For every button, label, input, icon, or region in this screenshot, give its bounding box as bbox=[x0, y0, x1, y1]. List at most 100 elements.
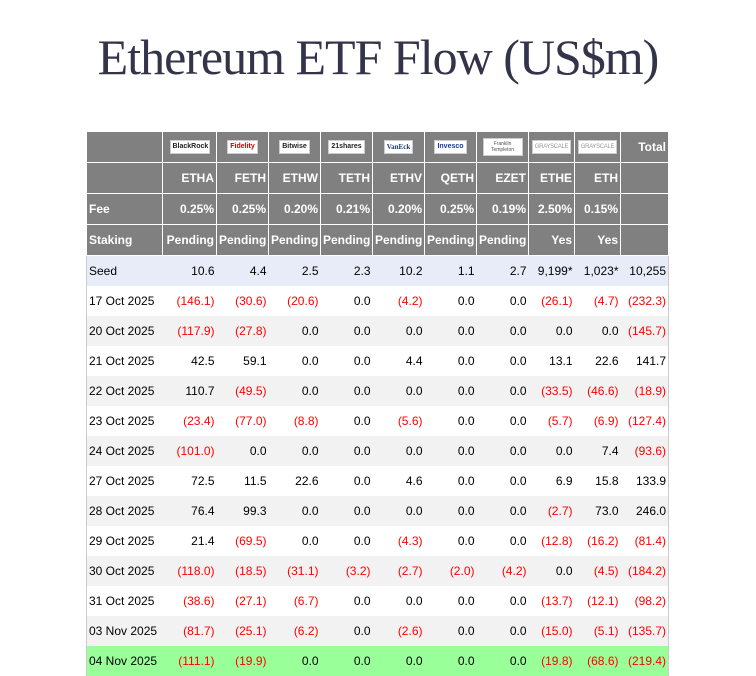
ticker-header: ETHA bbox=[162, 162, 217, 194]
flow-cell: 0.0 bbox=[424, 436, 477, 466]
seed-value: 2.7 bbox=[476, 255, 529, 286]
seed-value: 10.2 bbox=[372, 255, 425, 286]
flow-cell: 7.4 bbox=[574, 436, 621, 466]
flow-cell: (2.7) bbox=[372, 556, 425, 586]
flow-cell: 0.0 bbox=[372, 496, 425, 526]
flow-cell: 0.0 bbox=[457, 474, 475, 488]
issuer-logo: Invesco bbox=[434, 140, 467, 155]
flow-cell: (33.5) bbox=[528, 376, 575, 406]
logo-cell: VanEck bbox=[372, 131, 425, 163]
total-cell: (98.2) bbox=[634, 594, 666, 608]
table-row: 31 Oct 2025 (38.6) (27.1) (6.7) 0.0 0.0 0.0 0.0… bbox=[87, 586, 669, 616]
flow-cell: (31.1) bbox=[268, 556, 321, 586]
header-empty-cell bbox=[86, 131, 163, 163]
flow-cell: (19.9) bbox=[216, 646, 269, 676]
flow-cell: 73.0 bbox=[574, 496, 621, 526]
flow-cell: 0.0 bbox=[476, 496, 529, 526]
issuer-logo: VanEck bbox=[383, 140, 414, 155]
flow-cell: 11.5 bbox=[244, 474, 267, 488]
flow-cell: 72.5 bbox=[191, 474, 215, 488]
header-staking-row: Staking Pending Pending Pending Pending Pendi… bbox=[86, 224, 669, 256]
flow-cell: 0.0 bbox=[424, 646, 477, 676]
etf-flow-table: BlackRock Fidelity Bitwise 21shares VanEck In… bbox=[86, 131, 669, 676]
table-row: 03 Nov 2025 (81.7) (25.1) (6.2) 0.0 (2.6) 0.0 0… bbox=[86, 616, 669, 646]
flow-cell: (4.7) bbox=[593, 294, 619, 308]
flow-cell: 6.9 bbox=[555, 474, 573, 488]
seed-value: 4.4 bbox=[216, 255, 269, 286]
staking-value: Pending bbox=[320, 224, 373, 256]
table-row: 22 Oct 2025 110.7 (49.5) 0.0 0.0 0.0 0.0 0.0 (33… bbox=[86, 376, 669, 406]
table-row: 21 Oct 2025 42.5 59.1 0.0 0.0 4.4 0.0 0.0 13.1 22… bbox=[87, 346, 669, 376]
flow-cell: 0.0 bbox=[424, 496, 477, 526]
staking-value: Yes bbox=[574, 224, 621, 256]
seed-row: Seed 10.6 4.4 2.5 2.3 10.2 1.1 2.7 9,199* 1,023* 1… bbox=[86, 255, 669, 286]
flow-cell: 0.0 bbox=[528, 316, 575, 346]
seed-value: 1.1 bbox=[424, 255, 477, 286]
ticker-header: ETH bbox=[574, 162, 621, 194]
logo-cell: Fidelity bbox=[216, 131, 269, 163]
staking-value: Yes bbox=[528, 224, 575, 256]
total-cell: 141.7 bbox=[635, 354, 666, 368]
flow-cell: (30.6) bbox=[235, 294, 267, 308]
flow-cell: 21.4 bbox=[191, 534, 215, 548]
flow-cell: 0.0 bbox=[353, 354, 371, 368]
staking-value: Pending bbox=[424, 224, 477, 256]
flow-cell: 0.0 bbox=[457, 414, 475, 428]
issuer-logo: Bitwise bbox=[279, 140, 310, 155]
header-empty-cell bbox=[620, 224, 669, 256]
flow-cell: (77.0) bbox=[235, 414, 267, 428]
logo-cell: Invesco bbox=[424, 131, 477, 163]
flow-cell: 4.6 bbox=[405, 474, 423, 488]
flow-cell: (15.0) bbox=[528, 616, 575, 646]
flow-cell: (118.0) bbox=[162, 556, 217, 586]
flow-cell: (25.1) bbox=[216, 616, 269, 646]
table-row: 30 Oct 2025 (118.0) (18.5) (31.1) (3.2) (2.7)… bbox=[86, 556, 669, 586]
seed-value: 2.3 bbox=[320, 255, 373, 286]
flow-cell: 0.0 bbox=[509, 414, 527, 428]
total-cell: (219.4) bbox=[620, 646, 669, 676]
total-cell: (145.7) bbox=[620, 316, 669, 346]
total-cell: (184.2) bbox=[620, 556, 669, 586]
header-empty-cell bbox=[620, 193, 669, 225]
table-row: 23 Oct 2025 (23.4) (77.0) (8.8) 0.0 (5.6) 0.0 0… bbox=[87, 406, 669, 436]
header-empty-cell bbox=[86, 162, 163, 194]
staking-value: Pending bbox=[162, 224, 217, 256]
logo-cell: BlackRock bbox=[162, 131, 217, 163]
date-cell: 29 Oct 2025 bbox=[89, 534, 155, 548]
staking-value: Pending bbox=[268, 224, 321, 256]
fee-value: 0.25% bbox=[162, 193, 217, 225]
logo-cell: GRAYSCALE bbox=[574, 131, 621, 163]
issuer-logo: GRAYSCALE bbox=[531, 140, 572, 155]
seed-label: Seed bbox=[86, 255, 163, 286]
flow-cell: 0.0 bbox=[320, 496, 373, 526]
flow-cell: (19.8) bbox=[528, 646, 575, 676]
date-cell: 17 Oct 2025 bbox=[89, 294, 155, 308]
staking-value: Pending bbox=[476, 224, 529, 256]
issuer-logo: BlackRock bbox=[169, 140, 210, 155]
table-row: 17 Oct 2025 (146.1) (30.6) (20.6) 0.0 (4.2) 0.… bbox=[87, 286, 669, 316]
flow-cell: 0.0 bbox=[528, 436, 575, 466]
flow-cell: 4.4 bbox=[405, 354, 423, 368]
flow-cell: 0.0 bbox=[320, 646, 373, 676]
fee-value: 2.50% bbox=[528, 193, 575, 225]
issuer-logo: Franklin Templeton bbox=[482, 138, 523, 156]
table-row: 27 Oct 2025 72.5 11.5 22.6 0.0 4.6 0.0 0.0 6.9 15… bbox=[87, 466, 669, 496]
ticker-header: EZET bbox=[476, 162, 529, 194]
table-row: 29 Oct 2025 21.4 (69.5) 0.0 0.0 (4.3) 0.0 0.0 (1… bbox=[87, 526, 669, 556]
issuer-logo: 21shares bbox=[328, 140, 365, 155]
total-header: Total bbox=[620, 131, 669, 163]
flow-cell: (111.1) bbox=[162, 646, 217, 676]
flow-cell: 0.0 bbox=[301, 354, 319, 368]
flow-cell: 22.6 bbox=[295, 474, 319, 488]
flow-cell: 76.4 bbox=[162, 496, 217, 526]
fee-value: 0.15% bbox=[574, 193, 621, 225]
flow-cell: 0.0 bbox=[353, 414, 371, 428]
date-cell: 03 Nov 2025 bbox=[86, 616, 163, 646]
flow-cell: (4.2) bbox=[397, 294, 423, 308]
date-cell: 24 Oct 2025 bbox=[86, 436, 163, 466]
logo-cell: Franklin Templeton bbox=[476, 131, 529, 163]
flow-cell: 0.0 bbox=[216, 436, 269, 466]
flow-cell: 0.0 bbox=[268, 496, 321, 526]
flow-cell: 0.0 bbox=[268, 376, 321, 406]
flow-cell: (27.8) bbox=[216, 316, 269, 346]
